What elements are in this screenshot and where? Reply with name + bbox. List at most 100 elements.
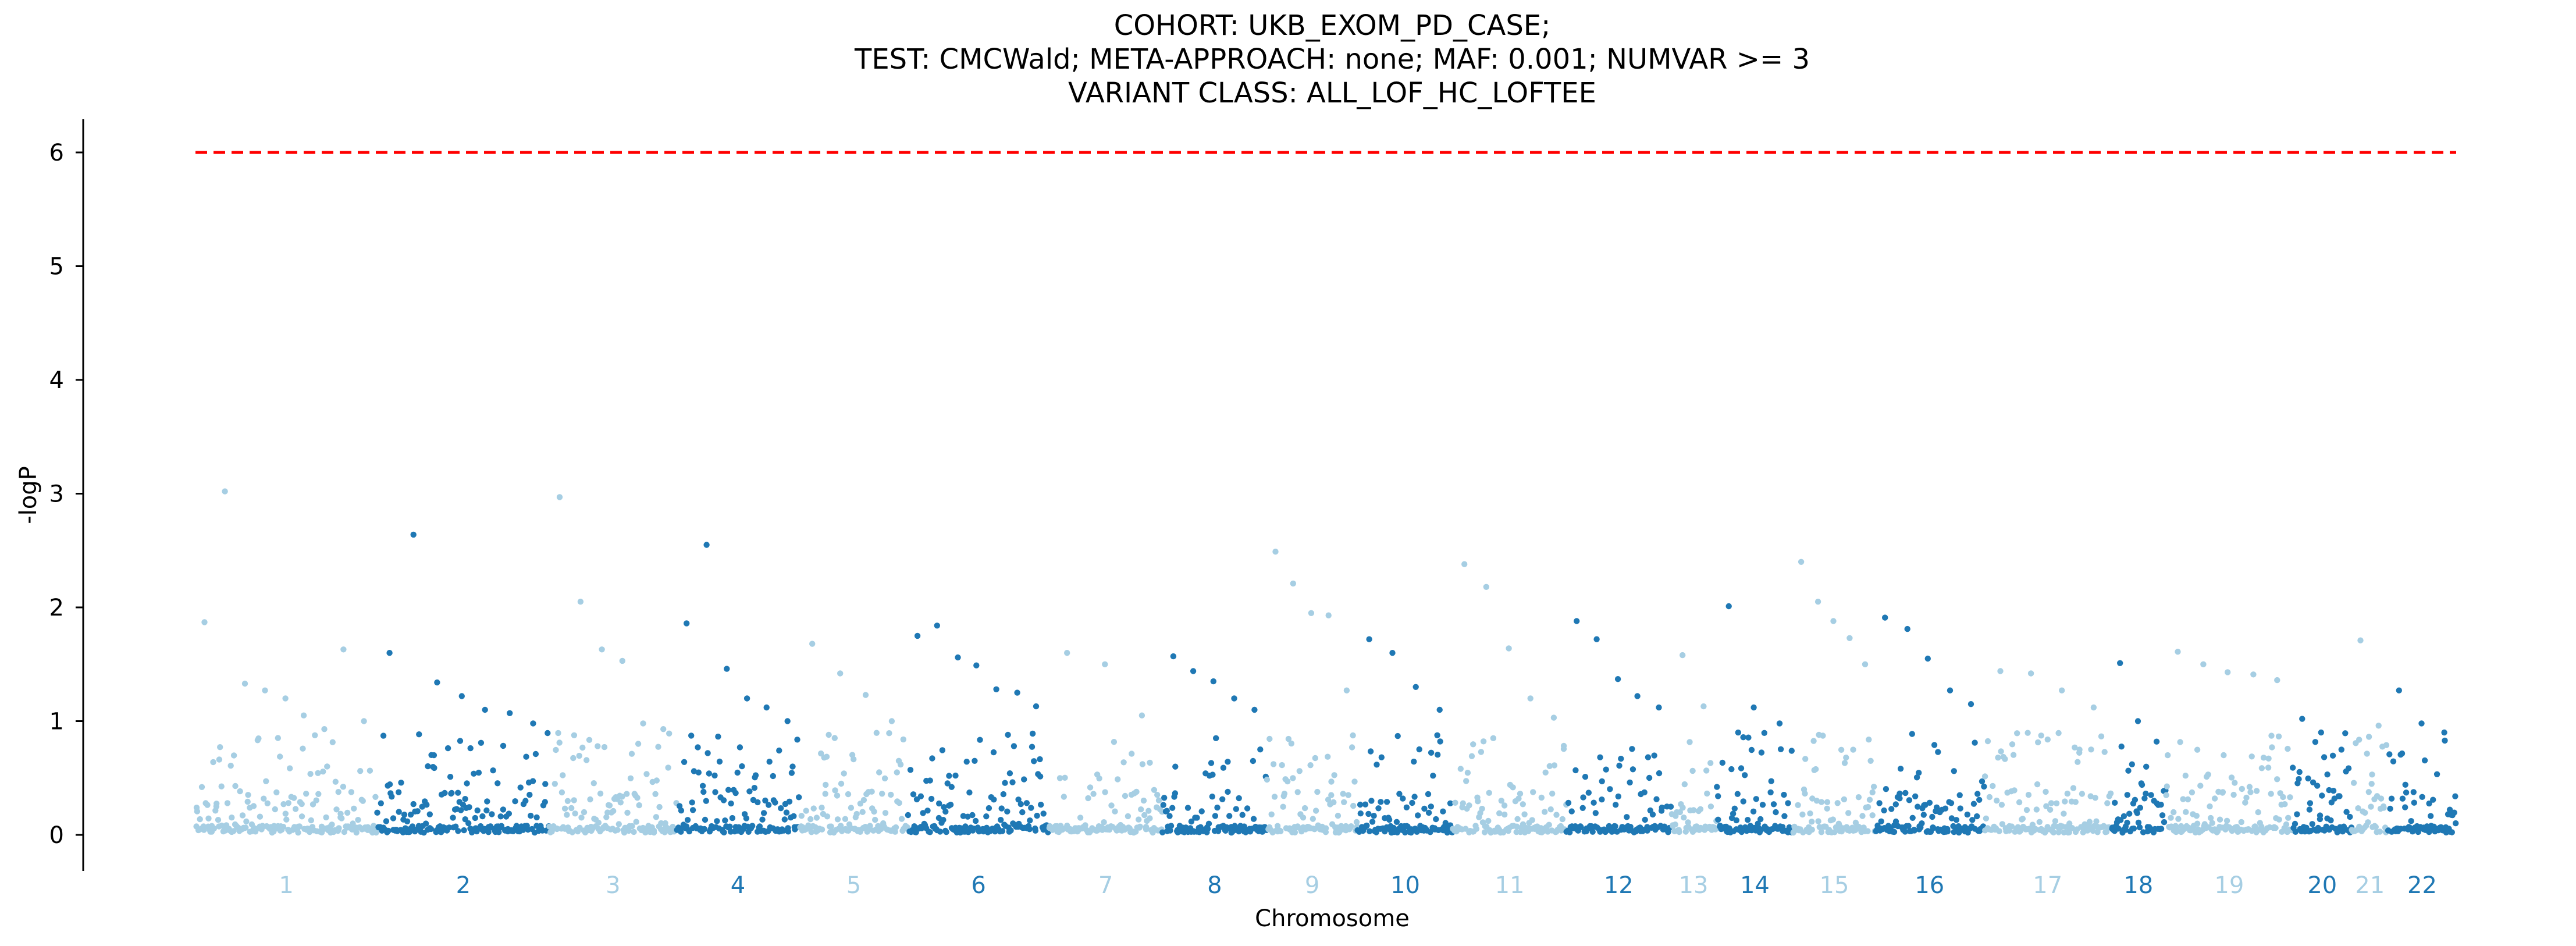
gene-point (1188, 818, 1195, 825)
gene-point (1301, 805, 1308, 812)
gene-point (1719, 759, 1725, 766)
gene-point (1437, 738, 1443, 745)
gene-point (1473, 826, 1480, 832)
gene-point (703, 542, 710, 548)
gene-point (1236, 795, 1242, 802)
gene-point (869, 788, 875, 795)
gene-point (1490, 735, 1497, 742)
gene-point (1865, 803, 1871, 810)
gene-point (2258, 765, 2265, 771)
gene-point (315, 791, 322, 798)
gene-point (714, 818, 720, 824)
gene-point (360, 798, 366, 804)
gene-point (965, 813, 971, 820)
gene-point (818, 750, 824, 757)
gene-point (1000, 791, 1007, 798)
gene-point (973, 662, 980, 668)
gene-point (1714, 784, 1720, 790)
gene-point (581, 809, 588, 816)
gene-point (457, 738, 464, 744)
gene-point (1777, 746, 1784, 753)
gene-point (280, 823, 287, 830)
gene-point (658, 820, 664, 827)
gene-point (361, 718, 367, 724)
gene-point (1646, 774, 1653, 781)
gene-point (283, 816, 290, 823)
gene-point (230, 752, 237, 759)
gene-point (1378, 754, 1385, 760)
gene-point (1585, 789, 1592, 796)
gene-point (894, 769, 901, 776)
gene-point (2134, 810, 2140, 816)
gene-point (1357, 801, 1364, 808)
gene-point (1838, 746, 1845, 753)
gene-point (2164, 783, 2170, 789)
chromosome-label-13: 13 (1679, 872, 1709, 899)
gene-point (879, 791, 885, 797)
gene-point (335, 789, 341, 795)
gene-point (727, 823, 733, 830)
gene-point (2426, 828, 2432, 835)
gene-point (1212, 813, 1219, 819)
gene-point (1480, 738, 1487, 745)
gene-point (230, 828, 237, 834)
gene-point (1599, 778, 1605, 785)
gene-point (2399, 750, 2406, 757)
gene-point (446, 824, 453, 831)
gene-point (625, 827, 632, 834)
gene-point (828, 823, 834, 830)
gene-point (1865, 828, 1871, 834)
gene-point (1170, 653, 1177, 660)
gene-point (1154, 792, 1161, 798)
gene-point (1314, 788, 1321, 795)
gene-point (261, 795, 267, 802)
gene-point (897, 761, 904, 768)
gene-point (1164, 808, 1170, 814)
gene-point (1143, 824, 1150, 830)
gene-point (2403, 789, 2410, 796)
gene-point (464, 780, 470, 787)
gene-point (333, 806, 340, 813)
gene-point (892, 824, 899, 831)
chromosome-label-15: 15 (1820, 872, 1849, 899)
gene-point (410, 531, 417, 538)
gene-point (715, 733, 721, 740)
gene-point (1325, 753, 1331, 760)
gene-point (2369, 771, 2375, 778)
gene-point (853, 810, 860, 817)
gene-point (1291, 829, 1298, 836)
gene-point (1345, 792, 1351, 798)
gene-point (558, 789, 565, 796)
gene-point (1019, 809, 1026, 816)
gene-point (1280, 803, 1286, 810)
gene-point (837, 670, 844, 677)
gene-point (2342, 730, 2349, 737)
gene-point (2365, 789, 2372, 795)
gene-point (1990, 783, 1996, 789)
gene-point (1892, 818, 1899, 825)
gene-point (500, 806, 507, 813)
gene-point (948, 784, 955, 790)
gene-point (1483, 584, 1489, 590)
gene-point (1353, 819, 1360, 826)
gene-point (2317, 816, 2324, 823)
gene-point (990, 749, 997, 756)
gene-point (1250, 816, 1257, 822)
gene-point (353, 829, 360, 836)
gene-point (2310, 779, 2317, 786)
gene-point (1285, 778, 1291, 785)
chromosome-label-5: 5 (846, 872, 861, 899)
gene-point (1614, 676, 1621, 682)
gene-point (386, 781, 393, 788)
gene-point (2134, 718, 2141, 724)
gene-point (2115, 826, 2122, 832)
gene-point (1085, 795, 1091, 802)
gene-point (1956, 792, 1963, 799)
gene-point (262, 687, 268, 694)
gene-point (489, 811, 495, 817)
gene-point (1897, 795, 1903, 802)
gene-point (483, 807, 490, 814)
gene-point (1767, 789, 1774, 796)
gene-point (1133, 788, 1140, 795)
gene-point (783, 809, 790, 816)
